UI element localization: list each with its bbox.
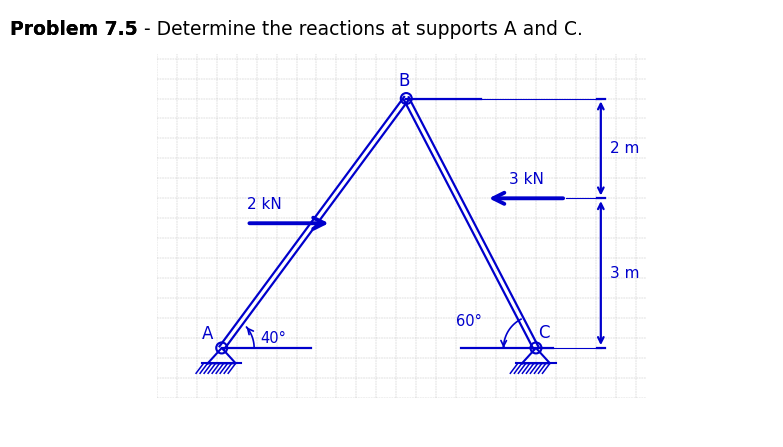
Text: 2 m: 2 m bbox=[610, 141, 639, 156]
Text: 3 m: 3 m bbox=[610, 266, 639, 281]
Text: C: C bbox=[539, 324, 550, 342]
Text: B: B bbox=[398, 72, 410, 89]
Text: 2 kN: 2 kN bbox=[247, 197, 281, 212]
Text: 3 kN: 3 kN bbox=[508, 173, 543, 187]
Text: Problem 7.5: Problem 7.5 bbox=[10, 20, 138, 39]
Text: A: A bbox=[202, 325, 214, 343]
Text: Problem 7.5: Problem 7.5 bbox=[10, 20, 138, 39]
Text: 40°: 40° bbox=[260, 331, 286, 346]
Text: - Determine the reactions at supports A and C.: - Determine the reactions at supports A … bbox=[138, 20, 583, 39]
Text: 60°: 60° bbox=[456, 314, 482, 329]
